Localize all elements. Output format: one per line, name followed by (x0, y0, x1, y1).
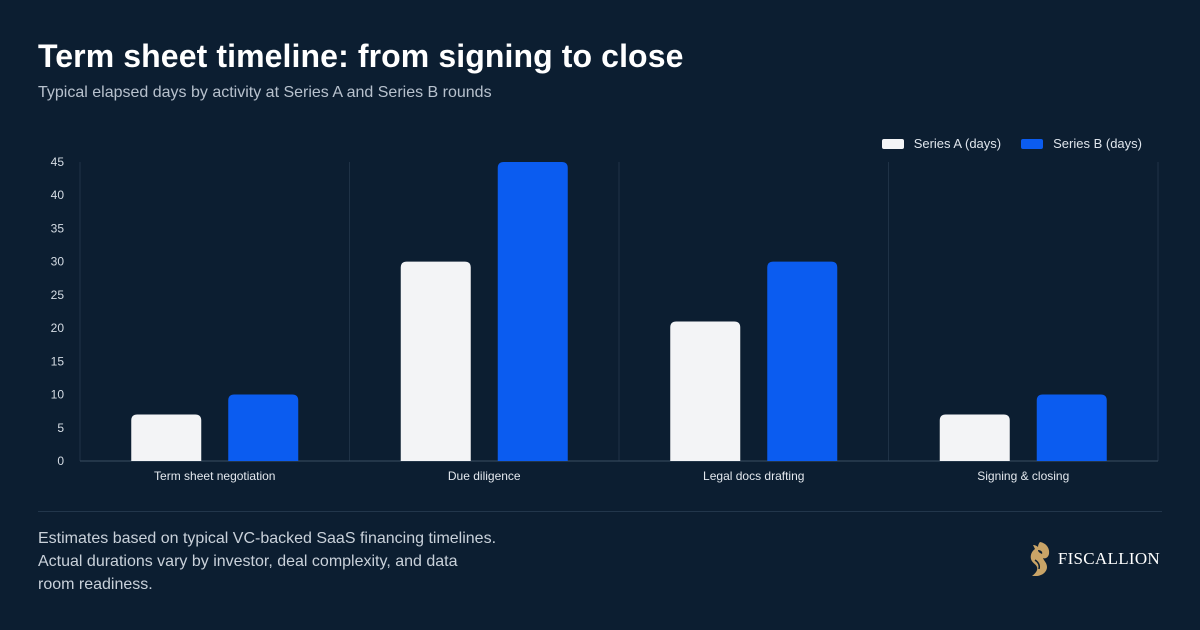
bar-series-a (670, 321, 741, 461)
y-tick-label: 10 (51, 388, 65, 402)
y-tick-label: 5 (57, 421, 64, 435)
bar-series-a (939, 414, 1010, 461)
page-title: Term sheet timeline: from signing to clo… (38, 38, 684, 74)
y-tick-label: 30 (51, 255, 65, 269)
y-tick-label: 45 (51, 155, 65, 169)
bar-series-b (1036, 394, 1107, 461)
horse-head-logo-icon (1030, 542, 1049, 576)
y-tick-label: 35 (51, 221, 65, 235)
y-tick-label: 25 (51, 288, 65, 302)
legend-label-series-a: Series A (days) (913, 136, 1002, 151)
bar-series-a (400, 261, 471, 461)
y-tick-label: 20 (51, 321, 65, 335)
legend-label-series-b: Series B (days) (1053, 136, 1142, 151)
brand-logo: FISCALLION (1026, 540, 1160, 578)
chart-legend: Series A (days) Series B (days) (881, 136, 1142, 151)
bar-series-a (131, 414, 202, 461)
bar-series-b (767, 261, 838, 461)
y-tick-label: 15 (51, 354, 65, 368)
legend-swatch-series-b (1021, 138, 1044, 149)
footnote: Estimates based on typical VC-backed Saa… (38, 530, 497, 593)
legend-item-series-a: Series A (days) (881, 136, 1002, 151)
y-tick-label: 40 (51, 188, 65, 202)
bar-series-b (228, 394, 299, 461)
x-tick-label: Due diligence (448, 469, 521, 483)
x-tick-label: Term sheet negotiation (154, 469, 275, 483)
bar-chart: 0 5 10 15 20 25 30 35 40 45 Term sheet negotiation… (51, 155, 1159, 483)
page-subtitle: Typical elapsed days by activity at Seri… (38, 84, 492, 101)
legend-swatch-series-a (881, 138, 904, 149)
y-tick-label: 0 (57, 454, 64, 468)
x-tick-label: Signing & closing (977, 469, 1069, 483)
brand-name: FISCALLION (1057, 549, 1160, 568)
bar-series-b (497, 162, 568, 461)
footer-divider (38, 511, 1162, 512)
legend-item-series-b: Series B (days) (1021, 136, 1142, 151)
x-tick-label: Legal docs drafting (703, 469, 804, 483)
